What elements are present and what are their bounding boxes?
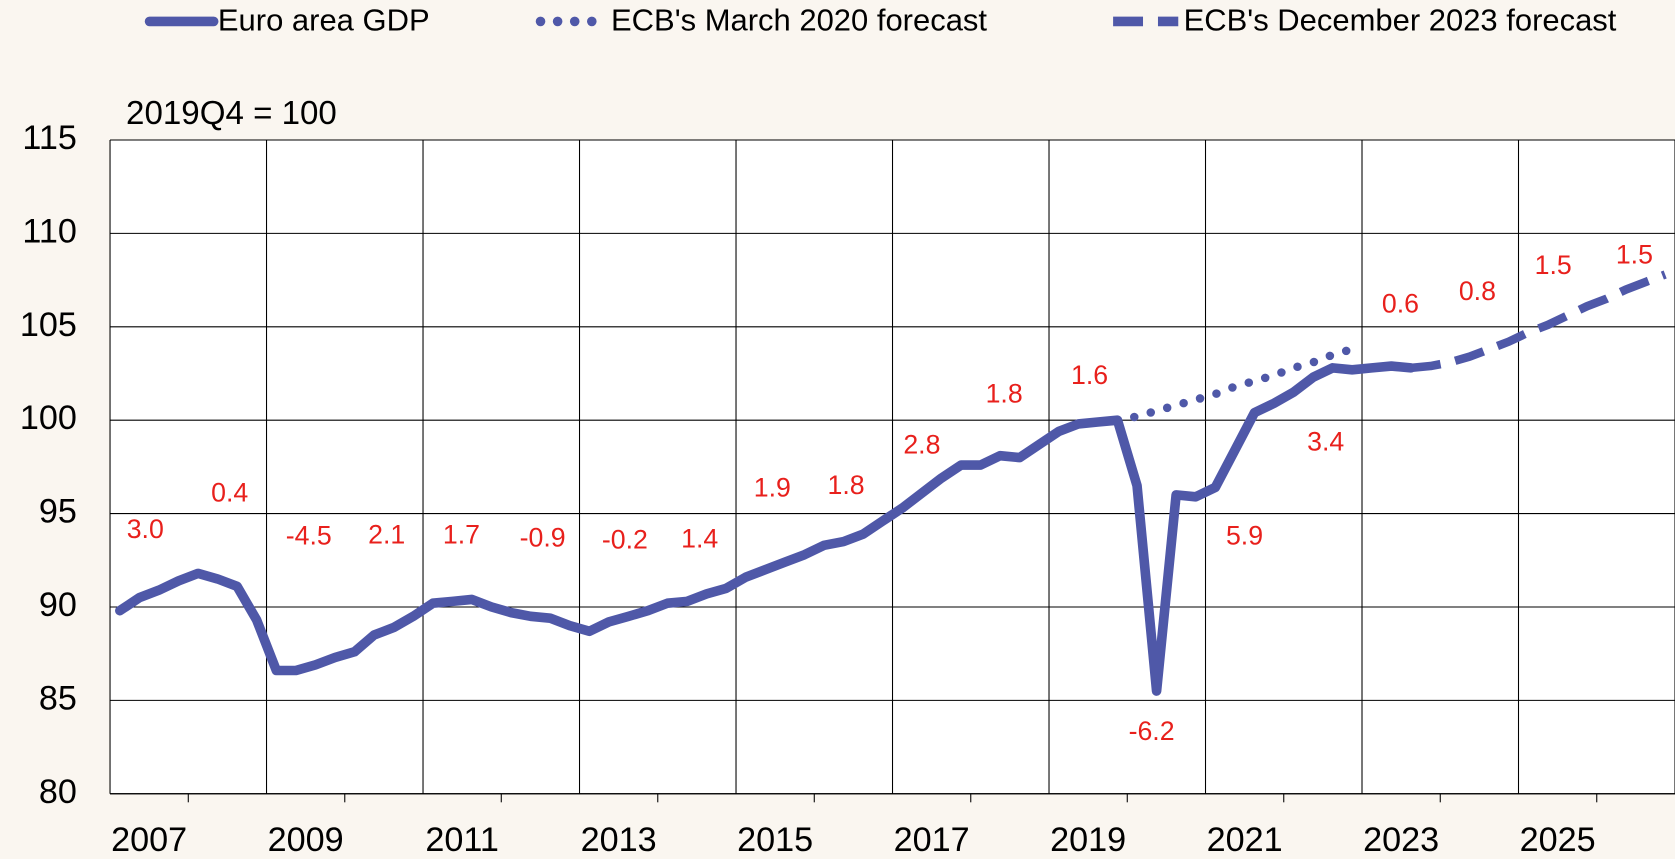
x-tick-label: 2015 [737,821,813,859]
series-line [1113,344,1357,425]
growth-label: 3.0 [127,514,164,544]
growth-label: 5.9 [1226,520,1263,550]
growth-label: -0.9 [520,523,566,553]
growth-label: -4.5 [286,520,332,550]
growth-label: 0.8 [1459,276,1496,306]
y-tick-label: 90 [39,586,77,624]
x-tick-label: 2021 [1207,821,1283,859]
legend-label: ECB's March 2020 forecast [611,3,987,38]
y-tick-label: 95 [39,493,77,531]
growth-label: 2.1 [368,519,405,549]
series-line [1410,270,1667,373]
y-tick-label: 105 [20,306,77,344]
growth-label: 1.5 [1535,250,1572,280]
y-tick-label: 80 [39,773,77,811]
growth-label: 1.8 [827,470,864,500]
growth-label: 2.8 [903,430,940,460]
growth-label: 0.6 [1382,289,1419,319]
x-tick-label: 2017 [894,821,970,859]
growth-label: 1.6 [1071,360,1108,390]
x-tick-label: 2011 [425,821,498,859]
y-tick-label: 115 [22,119,76,157]
growth-label: 1.7 [443,519,480,549]
growth-label: 1.5 [1616,239,1653,269]
unit-label: 2019Q4 = 100 [126,95,337,132]
growth-label: 0.4 [211,478,248,508]
growth-label: 3.4 [1307,426,1344,456]
series-line [115,361,1416,696]
x-tick-label: 2019 [1050,821,1126,859]
growth-label: 1.4 [681,524,718,554]
x-tick-label: 2013 [581,821,657,859]
x-tick-label: 2007 [111,821,187,859]
x-tick-label: 2009 [268,821,344,859]
growth-label: 1.8 [986,378,1023,408]
y-tick-label: 110 [22,212,76,250]
x-tick-label: 2025 [1520,821,1596,859]
y-tick-label: 85 [39,679,77,717]
growth-label: -6.2 [1129,716,1175,746]
growth-label: 1.9 [754,472,791,502]
legend-label: Euro area GDP [218,3,430,38]
legend-label: ECB's December 2023 forecast [1184,3,1617,38]
x-tick-label: 2023 [1363,821,1439,859]
growth-label: -0.2 [602,525,648,555]
y-tick-label: 100 [20,399,77,437]
